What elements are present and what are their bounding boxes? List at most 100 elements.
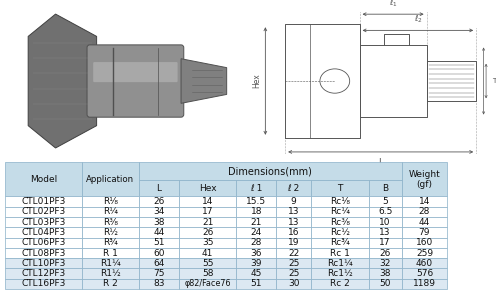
Text: 13: 13 [288, 218, 300, 227]
Text: 79: 79 [419, 228, 430, 237]
Text: 6.5: 6.5 [378, 207, 392, 216]
Text: 1189: 1189 [413, 279, 436, 288]
Text: 259: 259 [416, 248, 433, 258]
Text: 14: 14 [202, 197, 213, 206]
Text: CTL03PF3: CTL03PF3 [21, 218, 65, 227]
Text: 30: 30 [288, 279, 300, 288]
Text: 50: 50 [379, 279, 391, 288]
FancyBboxPatch shape [93, 62, 178, 82]
Text: CTL08PF3: CTL08PF3 [21, 248, 65, 258]
Text: Model: Model [30, 175, 57, 184]
Text: R1½: R1½ [100, 269, 121, 278]
Text: R³⁄₈: R³⁄₈ [103, 218, 118, 227]
Text: 160: 160 [416, 238, 433, 247]
Text: CTL10PF3: CTL10PF3 [21, 259, 65, 268]
FancyBboxPatch shape [87, 45, 184, 117]
Text: 26: 26 [379, 248, 391, 258]
Text: 14: 14 [419, 197, 430, 206]
Text: ℓ 1: ℓ 1 [250, 184, 262, 193]
Text: 28: 28 [250, 238, 262, 247]
Text: R1¼: R1¼ [100, 259, 121, 268]
Text: 26: 26 [202, 228, 213, 237]
Text: 25: 25 [288, 269, 300, 278]
Text: 21: 21 [250, 218, 262, 227]
Text: 10: 10 [379, 218, 391, 227]
Text: 16: 16 [288, 228, 300, 237]
Text: CTL04PF3: CTL04PF3 [21, 228, 65, 237]
Text: 35: 35 [202, 238, 213, 247]
Text: L: L [378, 158, 383, 167]
Text: R¹⁄₈: R¹⁄₈ [103, 197, 118, 206]
Text: 51: 51 [153, 238, 165, 247]
Text: Hex: Hex [199, 184, 216, 193]
Text: Dimensions(mm): Dimensions(mm) [229, 166, 312, 176]
Text: Rc¾: Rc¾ [330, 238, 350, 247]
Text: Rc 1: Rc 1 [330, 248, 350, 258]
Text: 55: 55 [202, 259, 213, 268]
Text: R½: R½ [103, 228, 118, 237]
Text: R 1: R 1 [103, 248, 118, 258]
Text: L: L [157, 184, 162, 193]
Text: Rc¹⁄₈: Rc¹⁄₈ [330, 197, 350, 206]
Text: CTL16PF3: CTL16PF3 [21, 279, 65, 288]
Text: 64: 64 [153, 259, 165, 268]
Text: 41: 41 [202, 248, 213, 258]
Text: 32: 32 [379, 259, 391, 268]
Text: B: B [382, 184, 388, 193]
Text: 45: 45 [250, 269, 262, 278]
Text: CTL02PF3: CTL02PF3 [21, 207, 65, 216]
Text: 5: 5 [382, 197, 388, 206]
Text: Application: Application [86, 175, 134, 184]
Text: Weight
(gf): Weight (gf) [409, 170, 440, 189]
Text: Rc½: Rc½ [330, 228, 350, 237]
Text: 24: 24 [250, 228, 262, 237]
Text: CTL06PF3: CTL06PF3 [21, 238, 65, 247]
Text: Rc¼: Rc¼ [330, 207, 350, 216]
Text: 576: 576 [416, 269, 433, 278]
Text: ℓ 2: ℓ 2 [288, 184, 300, 193]
Text: 460: 460 [416, 259, 433, 268]
Text: 15.5: 15.5 [246, 197, 266, 206]
Text: $\ell_2$: $\ell_2$ [414, 14, 422, 25]
Polygon shape [181, 59, 227, 103]
Text: 13: 13 [288, 207, 300, 216]
Polygon shape [28, 14, 97, 148]
Text: 22: 22 [288, 248, 299, 258]
Text: 26: 26 [153, 197, 165, 206]
Text: $\ell_1$: $\ell_1$ [389, 0, 397, 9]
Text: T: T [492, 78, 496, 84]
Text: 60: 60 [153, 248, 165, 258]
Text: 51: 51 [250, 279, 262, 288]
Text: 19: 19 [288, 238, 300, 247]
Text: Rc1½: Rc1½ [327, 269, 353, 278]
Text: 21: 21 [202, 218, 213, 227]
Text: 17: 17 [202, 207, 213, 216]
Text: T: T [337, 184, 343, 193]
Text: 38: 38 [153, 218, 165, 227]
Text: 39: 39 [250, 259, 262, 268]
Text: Rc³⁄₈: Rc³⁄₈ [330, 218, 350, 227]
Text: Hex: Hex [252, 74, 261, 88]
Text: Rc 2: Rc 2 [330, 279, 350, 288]
Text: CTL12PF3: CTL12PF3 [21, 269, 65, 278]
Text: 28: 28 [419, 207, 430, 216]
Text: R¼: R¼ [103, 207, 118, 216]
Text: 75: 75 [153, 269, 165, 278]
Text: 17: 17 [379, 238, 391, 247]
Text: 34: 34 [153, 207, 165, 216]
Text: 38: 38 [379, 269, 391, 278]
Text: 36: 36 [250, 248, 262, 258]
Text: R 2: R 2 [103, 279, 118, 288]
Text: φ82/Face76: φ82/Face76 [185, 279, 231, 288]
Text: 44: 44 [419, 218, 430, 227]
Text: R¾: R¾ [103, 238, 118, 247]
Text: Rc1¼: Rc1¼ [327, 259, 353, 268]
Text: 83: 83 [153, 279, 165, 288]
Text: 18: 18 [250, 207, 262, 216]
Text: CTL01PF3: CTL01PF3 [21, 197, 65, 206]
Text: 58: 58 [202, 269, 213, 278]
Text: 9: 9 [291, 197, 297, 206]
Text: 25: 25 [288, 259, 300, 268]
Text: 44: 44 [153, 228, 165, 237]
Text: 13: 13 [379, 228, 391, 237]
